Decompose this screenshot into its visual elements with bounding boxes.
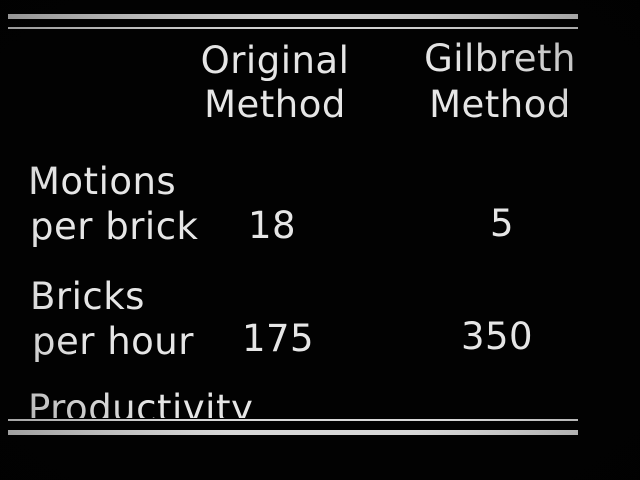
header-gilbreth-line2: Method xyxy=(429,83,571,126)
row-label-motions-line2: per brick xyxy=(30,205,199,248)
header-original-line1: Original xyxy=(200,39,350,82)
header-gilbreth-line1: Gilbreth xyxy=(424,37,576,80)
row-label-bricks-line1: Bricks xyxy=(30,275,145,318)
value-original-motions: 18 xyxy=(247,204,297,247)
value-original-bricks: 175 xyxy=(241,317,315,360)
header-original-line2: Method xyxy=(204,83,346,126)
value-gilbreth-bricks: 350 xyxy=(460,315,534,358)
bottom-rule-thick xyxy=(8,430,578,435)
row-label-motions-line1: Motions xyxy=(28,160,177,203)
value-gilbreth-motions: 5 xyxy=(489,202,515,245)
row-label-bricks-line2: per hour xyxy=(32,320,194,363)
bottom-mask xyxy=(0,418,640,480)
top-rule-thick xyxy=(8,14,578,19)
top-rule-thin xyxy=(8,27,578,29)
bottom-rule-thin xyxy=(8,419,578,421)
